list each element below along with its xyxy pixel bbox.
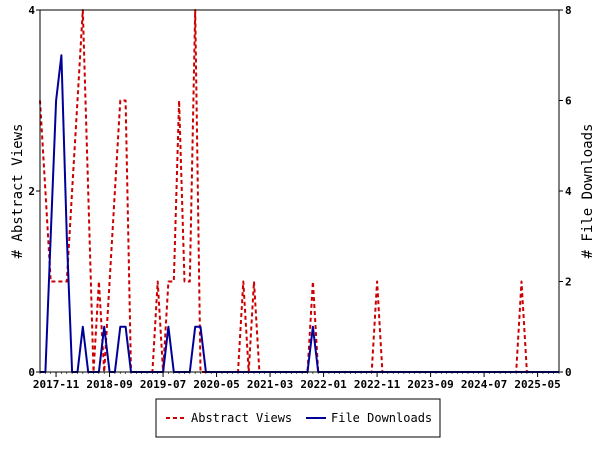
x-tick-label: 2022-01 — [300, 378, 347, 391]
x-tick-label: 2024-07 — [461, 378, 507, 391]
x-tick-label: 2021-03 — [247, 378, 293, 391]
axes: 0 2 4 0 2 4 6 8 2017-11 2018-09 2019-07 2020-05 2021… — [28, 4, 572, 391]
x-tick-label: 2018-09 — [86, 378, 132, 391]
x-tick-label: 2020-05 — [193, 378, 239, 391]
y-right-tick-label: 4 — [565, 185, 572, 198]
y-left-tick-label: 0 — [28, 366, 35, 379]
x-tick-label: 2017-11 — [33, 378, 80, 391]
plot-area — [39, 9, 559, 373]
series-line-file-downloads — [40, 54, 559, 373]
y-right-tick-label: 8 — [565, 4, 572, 17]
plot-frame — [39, 9, 560, 373]
y-left-tick-label: 2 — [28, 185, 35, 198]
series-line-abstract-views — [39, 9, 559, 373]
legend: Abstract Views File Downloads — [155, 398, 441, 438]
legend-label-abstract-views: Abstract Views — [191, 411, 292, 425]
y-right-tick-label: 2 — [565, 276, 572, 289]
y-right-tick-label: 6 — [565, 95, 572, 108]
legend-box — [155, 398, 441, 438]
y-left-tick-label: 4 — [28, 4, 35, 17]
y-axis-right-title: # File Downloads — [580, 124, 596, 259]
x-tick-label: 2025-05 — [514, 378, 560, 391]
y-right-tick-label: 0 — [565, 366, 572, 379]
y-axis-left-title: # Abstract Views — [10, 124, 26, 259]
x-tick-label: 2023-09 — [407, 378, 453, 391]
x-tick-label: 2022-11 — [354, 378, 401, 391]
x-tick-label: 2019-07 — [140, 378, 186, 391]
legend-label-file-downloads: File Downloads — [331, 411, 432, 425]
